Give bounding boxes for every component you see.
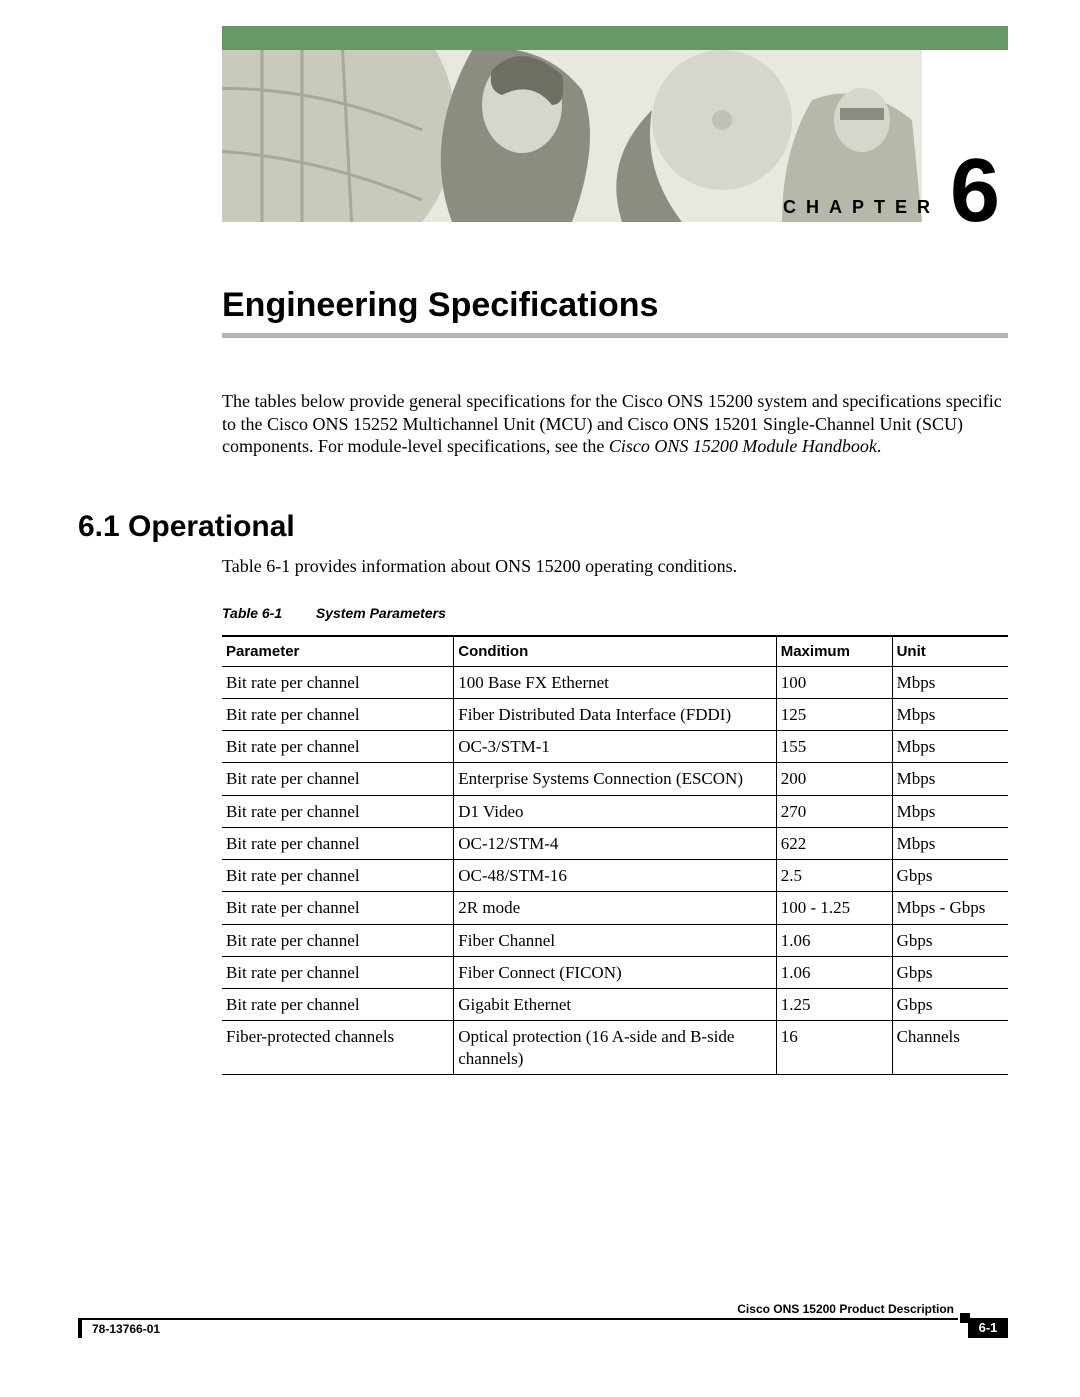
table-row: Bit rate per channelGigabit Ethernet1.25… (222, 989, 1008, 1021)
th-maximum: Maximum (776, 636, 892, 667)
table-row: Fiber-protected channelsOptical protecti… (222, 1021, 1008, 1075)
cell-max: 100 - 1.25 (776, 892, 892, 924)
page-title: Engineering Specifications (222, 286, 1008, 325)
cell-max: 155 (776, 731, 892, 763)
cell-param: Bit rate per channel (222, 827, 454, 859)
cell-unit: Gbps (892, 860, 1008, 892)
cell-cond: Fiber Connect (FICON) (454, 956, 776, 988)
table-number: Table 6-1 (222, 605, 312, 621)
cell-unit: Gbps (892, 924, 1008, 956)
cell-param: Bit rate per channel (222, 892, 454, 924)
cell-max: 1.25 (776, 989, 892, 1021)
cell-max: 200 (776, 763, 892, 795)
cell-param: Bit rate per channel (222, 666, 454, 698)
cell-max: 2.5 (776, 860, 892, 892)
intro-book-ref: Cisco ONS 15200 Module Handbook (609, 436, 877, 456)
cell-cond: D1 Video (454, 795, 776, 827)
cell-unit: Mbps (892, 795, 1008, 827)
footer-left-mark (78, 1318, 82, 1338)
cell-param: Bit rate per channel (222, 795, 454, 827)
footer-page-number: 6-1 (968, 1318, 1008, 1338)
banner-green-stripe (222, 26, 1008, 50)
cell-max: 100 (776, 666, 892, 698)
cell-param: Bit rate per channel (222, 956, 454, 988)
table-row: Bit rate per channelEnterprise Systems C… (222, 763, 1008, 795)
section-heading: 6.1 Operational (78, 510, 1008, 544)
table-row: Bit rate per channelFiber Distributed Da… (222, 698, 1008, 730)
table-row: Bit rate per channelOC-48/STM-162.5Gbps (222, 860, 1008, 892)
cell-cond: Fiber Distributed Data Interface (FDDI) (454, 698, 776, 730)
cell-unit: Mbps (892, 763, 1008, 795)
system-parameters-table: Parameter Condition Maximum Unit Bit rat… (222, 635, 1008, 1075)
cell-param: Bit rate per channel (222, 860, 454, 892)
cell-cond: Fiber Channel (454, 924, 776, 956)
cell-unit: Mbps (892, 698, 1008, 730)
cell-unit: Gbps (892, 989, 1008, 1021)
page-footer: Cisco ONS 15200 Product Description 6-1 … (78, 1302, 1008, 1342)
cell-param: Bit rate per channel (222, 763, 454, 795)
th-condition: Condition (454, 636, 776, 667)
cell-param: Bit rate per channel (222, 731, 454, 763)
chapter-banner-art: CHAPTER 6 (222, 50, 1008, 222)
cell-max: 622 (776, 827, 892, 859)
title-rule (222, 333, 1008, 338)
cell-cond: Gigabit Ethernet (454, 989, 776, 1021)
chapter-label: CHAPTER (783, 197, 940, 218)
table-row: Bit rate per channelOC-12/STM-4622Mbps (222, 827, 1008, 859)
cell-cond: 2R mode (454, 892, 776, 924)
table-row: Bit rate per channelD1 Video270Mbps (222, 795, 1008, 827)
cell-unit: Mbps (892, 827, 1008, 859)
intro-paragraph: The tables below provide general specifi… (222, 390, 1002, 458)
cell-cond: 100 Base FX Ethernet (454, 666, 776, 698)
th-unit: Unit (892, 636, 1008, 667)
cell-param: Bit rate per channel (222, 698, 454, 730)
cell-max: 125 (776, 698, 892, 730)
cell-unit: Mbps (892, 666, 1008, 698)
cell-unit: Mbps (892, 731, 1008, 763)
table-row: Bit rate per channelOC-3/STM-1155Mbps (222, 731, 1008, 763)
cell-max: 16 (776, 1021, 892, 1075)
table-header-row: Parameter Condition Maximum Unit (222, 636, 1008, 667)
chapter-number: 6 (950, 146, 1000, 222)
cell-cond: OC-48/STM-16 (454, 860, 776, 892)
table-row: Bit rate per channelFiber Channel1.06Gbp… (222, 924, 1008, 956)
footer-rule (78, 1318, 958, 1320)
cell-param: Bit rate per channel (222, 924, 454, 956)
table-row: Bit rate per channelFiber Connect (FICON… (222, 956, 1008, 988)
footer-book-title: Cisco ONS 15200 Product Description (737, 1302, 954, 1316)
table-row: Bit rate per channel2R mode100 - 1.25Mbp… (222, 892, 1008, 924)
cell-unit: Gbps (892, 956, 1008, 988)
cell-param: Bit rate per channel (222, 989, 454, 1021)
cell-cond: Optical protection (16 A-side and B-side… (454, 1021, 776, 1075)
cell-param: Fiber-protected channels (222, 1021, 454, 1075)
cell-max: 1.06 (776, 956, 892, 988)
cell-max: 1.06 (776, 924, 892, 956)
cell-unit: Channels (892, 1021, 1008, 1075)
cell-cond: Enterprise Systems Connection (ESCON) (454, 763, 776, 795)
cell-cond: OC-12/STM-4 (454, 827, 776, 859)
cell-cond: OC-3/STM-1 (454, 731, 776, 763)
table-row: Bit rate per channel100 Base FX Ethernet… (222, 666, 1008, 698)
cell-unit: Mbps - Gbps (892, 892, 1008, 924)
table-caption: Table 6-1 System Parameters (222, 605, 1008, 621)
intro-text-2: . (877, 436, 882, 456)
section-lead: Table 6-1 provides information about ONS… (222, 556, 1002, 577)
cell-max: 270 (776, 795, 892, 827)
footer-doc-number: 78-13766-01 (92, 1322, 160, 1336)
table-title: System Parameters (316, 605, 446, 621)
th-parameter: Parameter (222, 636, 454, 667)
